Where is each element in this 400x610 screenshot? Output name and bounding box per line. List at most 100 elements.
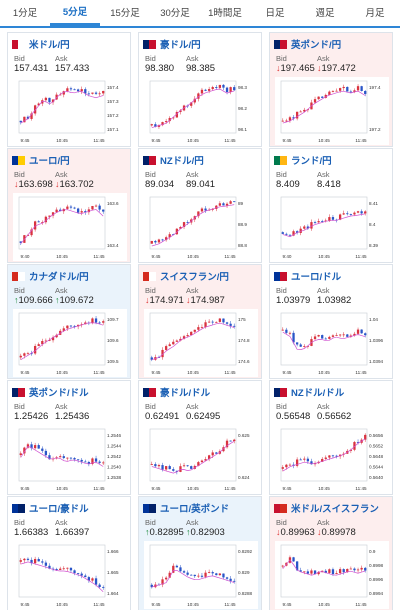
- mini-candlestick-chart[interactable]: 8.41 8.4 8.39 9:40 10:45 11:45: [275, 193, 389, 261]
- pair-name[interactable]: ユーロ/豪ドル: [29, 504, 89, 515]
- x-tick-label: 10:45: [318, 602, 330, 607]
- candle-body: [164, 577, 168, 580]
- tab-weekly[interactable]: 週足: [315, 8, 335, 19]
- rate-card[interactable]: ユーロ/円 Bid Ask ↓163.698 ↓163.702 163.6 163…: [7, 148, 131, 263]
- country-flag-icon: [12, 271, 25, 281]
- mini-candlestick-chart[interactable]: 0.625 0.624 9:45 10:45 11:45: [144, 425, 258, 493]
- pair-name[interactable]: NZドル/ドル: [291, 388, 345, 399]
- rate-card[interactable]: NZドル/ドル Bid Ask 0.56548 0.56562 0.5656 0.…: [269, 380, 393, 495]
- rate-card[interactable]: ユーロ/英ポンド Bid Ask ↑0.82895 ↑0.82903 0.829…: [138, 496, 262, 610]
- y-tick-label: 1.04: [369, 317, 378, 322]
- tab-daily[interactable]: 日足: [265, 8, 285, 19]
- pair-name[interactable]: 英ポンド/ドル: [29, 388, 89, 399]
- rate-card[interactable]: カナダドル/円 Bid Ask ↑109.666 ↑109.672 109.7 1…: [7, 264, 131, 379]
- candle-body: [313, 336, 317, 340]
- y-tick-label: 0.5644: [369, 465, 383, 470]
- mini-candlestick-chart[interactable]: 0.9 0.8998 0.8996 0.8994 9:45 10:45 11:45: [275, 541, 389, 609]
- rate-card[interactable]: 英ポンド/円 Bid Ask ↓197.465 ↓197.472 197.4 19…: [269, 32, 393, 147]
- moving-average-line: [20, 445, 104, 467]
- pair-name[interactable]: ランド/円: [291, 156, 332, 167]
- y-tick-label: 88.8: [238, 243, 247, 248]
- pair-name[interactable]: NZドル/円: [160, 156, 204, 167]
- candle-body: [44, 562, 48, 566]
- bid-label: Bid: [14, 286, 25, 295]
- rate-card[interactable]: 米ドル/スイスフラン Bid Ask ↓0.89963 ↓0.89978 0.9…: [269, 496, 393, 610]
- down-arrow-icon: ↓: [276, 527, 281, 537]
- mini-candlestick-chart[interactable]: 0.8292 0.829 0.8288 9:45 10:45 11:45: [144, 541, 258, 609]
- x-tick-label: 11:45: [224, 138, 236, 143]
- chart-svg: 0.9 0.8998 0.8996 0.8994 9:45 10:45 11:45: [280, 544, 383, 607]
- candle-body: [200, 460, 204, 463]
- candle-body: [200, 208, 204, 212]
- tab-30min[interactable]: 30分足: [160, 8, 190, 19]
- rate-card[interactable]: NZドル/円 Bid Ask 89.034 89.041 89 88.9 88.8 9…: [138, 148, 262, 263]
- tab-15min[interactable]: 15分足: [110, 8, 140, 19]
- rate-card[interactable]: 豪ドル/ドル Bid Ask 0.62491 0.62495 0.625 0.62…: [138, 380, 262, 495]
- x-tick-label: 9:45: [283, 370, 292, 375]
- pair-name[interactable]: ユーロ/英ポンド: [160, 504, 230, 515]
- candle-body: [346, 568, 349, 573]
- mini-candlestick-chart[interactable]: 1.666 1.665 1.664 9:45 10:45 11:45: [13, 541, 127, 609]
- mini-candlestick-chart[interactable]: 175 174.8 174.6 9:45 10:45 11:45: [144, 309, 258, 377]
- candle-body: [364, 434, 367, 440]
- pair-name[interactable]: 豪ドル/ドル: [160, 388, 211, 399]
- tab-1hour[interactable]: 1時間足: [208, 8, 242, 19]
- ask-label: Ask: [186, 286, 199, 295]
- candle-body: [44, 97, 48, 101]
- chart-svg: 1.04 1.0396 1.0394 9:45 10:45 11:45: [280, 312, 383, 375]
- tab-monthly[interactable]: 月足: [365, 8, 385, 19]
- pair-name[interactable]: 米ドル/スイスフラン: [291, 504, 379, 515]
- rate-card[interactable]: 英ポンド/ドル Bid Ask 1.25426 1.25436 1.2546 1.…: [7, 380, 131, 495]
- candle-body: [288, 332, 292, 334]
- candle-body: [233, 580, 236, 582]
- tab-5min[interactable]: 5分足: [50, 0, 100, 26]
- mini-candlestick-chart[interactable]: 98.3 98.2 98.1 9:45 10:45 11:45: [144, 77, 258, 145]
- candle-body: [225, 440, 229, 448]
- bid-value: 1.66383: [14, 527, 49, 538]
- ask-value: 157.433: [55, 63, 90, 74]
- candle-body: [44, 216, 48, 223]
- rate-card[interactable]: 米ドル/円 Bid Ask 157.431 157.433 157.4 157.3…: [7, 32, 131, 147]
- candle-body: [222, 203, 225, 206]
- candle-body: [229, 323, 232, 326]
- x-tick-label: 9:45: [152, 138, 161, 143]
- mini-candlestick-chart[interactable]: 1.04 1.0396 1.0394 9:45 10:45 11:45: [275, 309, 389, 377]
- mini-candlestick-chart[interactable]: 1.2546 1.2544 1.2542 1.2540 1.2538 9:45 10:45 1…: [13, 425, 127, 493]
- rate-card[interactable]: 豪ドル/円 Bid Ask 98.380 98.385 98.3 98.2 98.1…: [138, 32, 262, 147]
- mini-candlestick-chart[interactable]: 109.7 109.6 109.5 9:45 10:45 11:45: [13, 309, 127, 377]
- rate-card[interactable]: ユーロ/ドル Bid Ask 1.03979 1.03982 1.04 1.039…: [269, 264, 393, 379]
- y-tick-label: 98.3: [238, 85, 247, 90]
- rate-card[interactable]: スイスフラン/円 Bid Ask ↓174.971 ↓174.987 175 17…: [138, 264, 262, 379]
- x-tick-label: 10:45: [187, 486, 199, 491]
- country-flag-icon: [143, 387, 156, 397]
- mini-candlestick-chart[interactable]: 163.6 163.4 9:40 10:45 11:45: [13, 193, 127, 261]
- mini-candlestick-chart[interactable]: 0.5656 0.5652 0.5648 0.5644 0.5640 9:45 10:45 1…: [275, 425, 389, 493]
- pair-name[interactable]: 英ポンド/円: [291, 40, 342, 51]
- candle-body: [19, 120, 22, 123]
- pair-name[interactable]: 豪ドル/円: [160, 40, 201, 51]
- candle-body: [26, 235, 30, 236]
- mini-candlestick-chart[interactable]: 157.4 157.3 157.2 157.1 9:45 10:45 11:45: [13, 77, 127, 145]
- candle-body: [295, 342, 299, 345]
- ask-label: Ask: [55, 286, 68, 295]
- tab-1min[interactable]: 1分足: [12, 8, 38, 19]
- candle-body: [55, 569, 58, 570]
- rate-card[interactable]: ランド/円 Bid Ask 8.409 8.418 8.41 8.4 8.39 9:4…: [269, 148, 393, 263]
- mini-candlestick-chart[interactable]: 89 88.9 88.8 9:45 10:45 11:45: [144, 193, 258, 261]
- pair-name[interactable]: ユーロ/ドル: [291, 272, 342, 283]
- mini-candlestick-chart[interactable]: 197.4 197.2 9:45 10:45 11:45: [275, 77, 389, 145]
- candle-body: [295, 561, 299, 571]
- candle-body: [218, 573, 222, 576]
- candle-body: [175, 112, 179, 118]
- rate-card[interactable]: ユーロ/豪ドル Bid Ask 1.66383 1.66397 1.666 1.6…: [7, 496, 131, 610]
- pair-name[interactable]: スイスフラン/円: [160, 272, 229, 283]
- candle-body: [66, 325, 69, 329]
- card-header: NZドル/ドル: [274, 385, 344, 399]
- y-tick-label: 1.2538: [107, 475, 121, 480]
- pair-name[interactable]: ユーロ/円: [29, 156, 70, 167]
- candle-body: [295, 111, 299, 119]
- pair-name[interactable]: カナダドル/円: [29, 272, 89, 283]
- candle-body: [175, 340, 179, 342]
- pair-name[interactable]: 米ドル/円: [29, 40, 70, 51]
- candle-body: [222, 573, 225, 578]
